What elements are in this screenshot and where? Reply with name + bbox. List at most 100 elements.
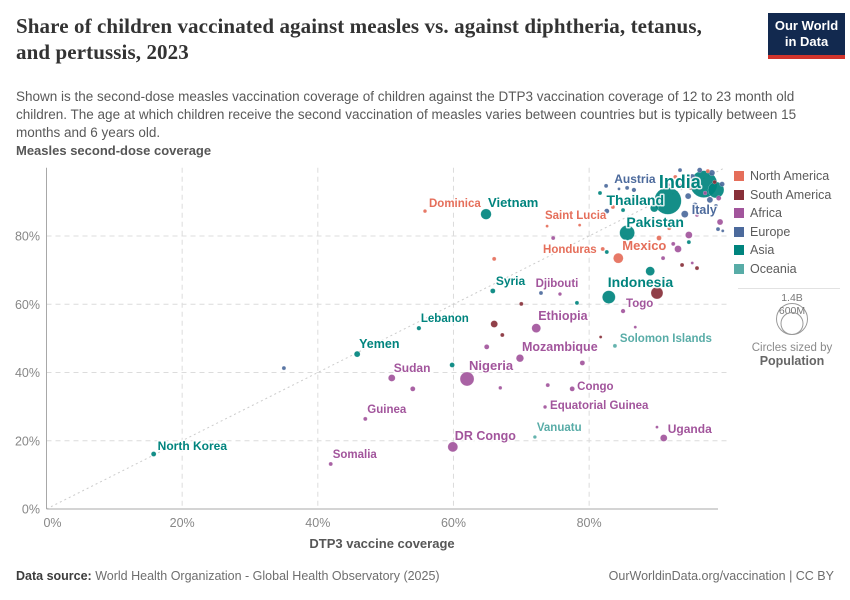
data-point[interactable] [596, 214, 600, 218]
data-point[interactable] [579, 360, 586, 366]
data-point[interactable] [598, 335, 603, 339]
data-point[interactable] [666, 225, 672, 231]
data-point-uganda[interactable] [660, 434, 668, 442]
data-point-vanuatu[interactable] [532, 434, 537, 439]
data-point[interactable] [538, 290, 544, 296]
country-label-pakistan[interactable]: Pakistan [625, 212, 686, 231]
data-point-saint-lucia[interactable] [577, 223, 582, 227]
data-point[interactable] [660, 255, 666, 261]
data-point[interactable] [635, 198, 641, 204]
data-point[interactable] [702, 190, 708, 196]
data-point[interactable] [684, 192, 692, 200]
data-point-austria[interactable] [631, 187, 637, 193]
data-point-yemen[interactable] [353, 350, 361, 358]
data-point[interactable] [597, 190, 603, 196]
country-label-mozambique[interactable]: Mozambique [520, 339, 599, 356]
data-point[interactable] [603, 183, 609, 189]
data-point[interactable] [715, 226, 721, 232]
data-point-syria[interactable] [490, 288, 496, 294]
country-label-yemen[interactable]: Yemen [358, 336, 401, 353]
data-point[interactable] [678, 183, 685, 189]
country-label-guinea[interactable]: Guinea [366, 402, 409, 417]
data-point[interactable] [519, 301, 524, 307]
data-point-pakistan[interactable] [619, 225, 635, 241]
data-point-sudan[interactable] [388, 374, 396, 382]
country-label-equatorial-guinea[interactable]: Equatorial Guinea [549, 398, 651, 413]
data-point[interactable] [604, 249, 609, 255]
data-point[interactable] [712, 179, 717, 185]
data-point[interactable] [661, 247, 665, 251]
data-point[interactable] [550, 235, 556, 241]
legend-item-south-america[interactable]: South America [734, 186, 850, 205]
data-point[interactable] [716, 218, 724, 226]
data-point-dominica[interactable] [422, 209, 427, 214]
data-point-honduras[interactable] [600, 246, 605, 252]
data-point[interactable] [694, 212, 700, 218]
country-label-mexico[interactable]: Mexico [621, 237, 668, 255]
data-point-djibouti[interactable] [557, 292, 562, 297]
country-label-india[interactable]: India [657, 170, 703, 193]
data-point[interactable] [697, 167, 703, 173]
data-point[interactable] [694, 265, 700, 271]
data-point-vietnam[interactable] [480, 208, 492, 220]
country-label-dr-congo[interactable]: DR Congo [453, 427, 517, 444]
data-point-lebanon[interactable] [416, 325, 422, 331]
data-point[interactable] [500, 332, 505, 338]
country-label-saint-lucia[interactable]: Saint Lucia [543, 209, 608, 224]
legend-item-asia[interactable]: Asia [734, 241, 850, 260]
data-point[interactable] [686, 239, 692, 245]
country-label-dominica[interactable]: Dominica [427, 197, 482, 212]
data-point[interactable] [665, 182, 671, 188]
country-label-italy[interactable]: Italy [690, 202, 718, 219]
license-note[interactable]: OurWorldinData.org/vaccination | CC BY [608, 569, 834, 583]
data-point-mexico[interactable] [613, 252, 624, 264]
data-point[interactable] [692, 202, 698, 208]
data-point-togo[interactable] [620, 308, 626, 314]
data-point[interactable] [604, 208, 610, 214]
data-point-italy[interactable] [681, 210, 689, 218]
data-point[interactable] [705, 168, 711, 174]
country-label-sudan[interactable]: Sudan [392, 359, 432, 376]
data-point[interactable] [674, 245, 682, 253]
data-point[interactable] [610, 204, 616, 210]
data-point[interactable] [690, 261, 694, 265]
data-point[interactable] [545, 224, 549, 228]
country-label-indonesia[interactable]: Indonesia [606, 273, 675, 292]
data-point[interactable] [685, 231, 693, 239]
data-point[interactable] [671, 241, 676, 247]
data-point[interactable] [545, 382, 550, 388]
data-point-guinea[interactable] [363, 416, 368, 422]
data-point[interactable] [617, 187, 621, 191]
owid-logo[interactable]: Our World in Data [768, 13, 845, 59]
data-point[interactable] [679, 262, 685, 268]
country-label-ethiopia[interactable]: Ethiopia [537, 308, 590, 325]
country-label-somalia[interactable]: Somalia [331, 447, 379, 462]
data-point[interactable] [650, 286, 664, 300]
data-point-dr-congo[interactable] [447, 441, 459, 453]
data-point-north-korea[interactable] [150, 451, 157, 457]
data-point[interactable] [673, 174, 678, 180]
country-label-uganda[interactable]: Uganda [666, 421, 713, 438]
country-label-congo[interactable]: Congo [576, 379, 615, 394]
data-point[interactable] [688, 185, 693, 191]
data-point-nigeria[interactable] [459, 371, 475, 387]
data-point[interactable] [719, 181, 725, 187]
data-point[interactable] [655, 425, 659, 429]
data-point[interactable] [484, 344, 490, 350]
data-point[interactable] [713, 203, 719, 209]
data-point-mozambique[interactable] [515, 354, 524, 363]
data-point[interactable] [721, 229, 725, 233]
country-label-honduras[interactable]: Honduras [542, 242, 599, 257]
data-point[interactable] [624, 185, 630, 191]
country-label-vietnam[interactable]: Vietnam [487, 194, 540, 212]
data-point-equatorial-guinea[interactable] [543, 404, 548, 409]
data-point[interactable] [706, 196, 714, 204]
data-point[interactable] [715, 195, 722, 201]
data-point[interactable] [689, 173, 696, 181]
data-point[interactable] [281, 365, 287, 371]
legend-item-north-america[interactable]: North America [734, 167, 850, 186]
data-point-ethiopia[interactable] [531, 323, 541, 333]
data-point-indonesia[interactable] [602, 290, 616, 304]
data-point[interactable] [656, 235, 662, 241]
legend-item-africa[interactable]: Africa [734, 204, 850, 223]
